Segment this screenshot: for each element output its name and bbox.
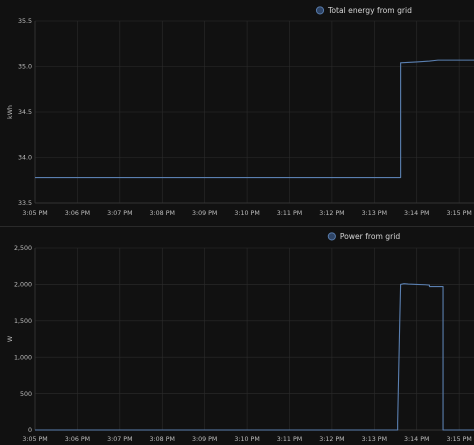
x-tick-label: 3:11 PM [277, 436, 302, 443]
x-tick-label: 3:13 PM [362, 436, 387, 443]
x-tick-label: 3:14 PM [404, 210, 429, 217]
y-tick-label: 500 [20, 391, 32, 398]
x-tick-label: 3:09 PM [192, 436, 217, 443]
legend-swatch-icon[interactable] [315, 6, 325, 15]
x-tick-label: 3:07 PM [107, 436, 132, 443]
y-tick-label: 33.5 [18, 200, 32, 207]
x-tick-label: 3:15 PM [446, 436, 471, 443]
y-tick-label: 1,500 [14, 318, 32, 325]
energy-chart: Total energy from grid 33.5 34.0 34.5 35.0 35… [7, 6, 474, 217]
legend[interactable]: Power from grid [327, 232, 401, 241]
y-tick-label: 0 [28, 427, 32, 434]
y-axis-label: kWh [7, 105, 14, 119]
x-tick-label: 3:06 PM [65, 210, 90, 217]
series-line[interactable] [35, 59, 474, 179]
chart-divider [0, 226, 474, 227]
x-tick-label: 3:13 PM [362, 210, 387, 217]
x-tick-label: 3:05 PM [22, 210, 47, 217]
x-tick-label: 3:12 PM [319, 210, 344, 217]
y-tick-label: 2,500 [14, 245, 32, 252]
x-tick-label: 3:12 PM [319, 436, 344, 443]
x-tick-label: 3:10 PM [234, 210, 259, 217]
power-chart: Power from grid 0 500 1,000 1,500 2,000 2,500 3… [7, 232, 474, 443]
y-tick-label: 35.5 [18, 18, 32, 25]
series-line[interactable] [35, 283, 474, 431]
x-tick-label: 3:07 PM [107, 210, 132, 217]
y-tick-label: 34.0 [18, 155, 32, 162]
x-tick-label: 3:09 PM [192, 210, 217, 217]
y-tick-label: 2,000 [14, 282, 32, 289]
y-tick-label: 35.0 [18, 64, 32, 71]
x-tick-label: 3:14 PM [404, 436, 429, 443]
y-axis-label: W [7, 335, 14, 342]
x-tick-label: 3:06 PM [65, 436, 90, 443]
legend-label[interactable]: Total energy from grid [327, 6, 412, 15]
y-tick-label: 1,000 [14, 354, 32, 361]
x-tick-label: 3:05 PM [22, 436, 47, 443]
x-tick-label: 3:15 PM [446, 210, 471, 217]
legend[interactable]: Total energy from grid [315, 6, 412, 15]
legend-label[interactable]: Power from grid [340, 232, 401, 241]
x-tick-label: 3:08 PM [150, 436, 175, 443]
x-tick-label: 3:08 PM [150, 210, 175, 217]
y-tick-label: 34.5 [18, 109, 32, 116]
legend-swatch-icon[interactable] [327, 232, 336, 241]
x-tick-label: 3:11 PM [277, 210, 302, 217]
x-tick-label: 3:10 PM [234, 436, 259, 443]
